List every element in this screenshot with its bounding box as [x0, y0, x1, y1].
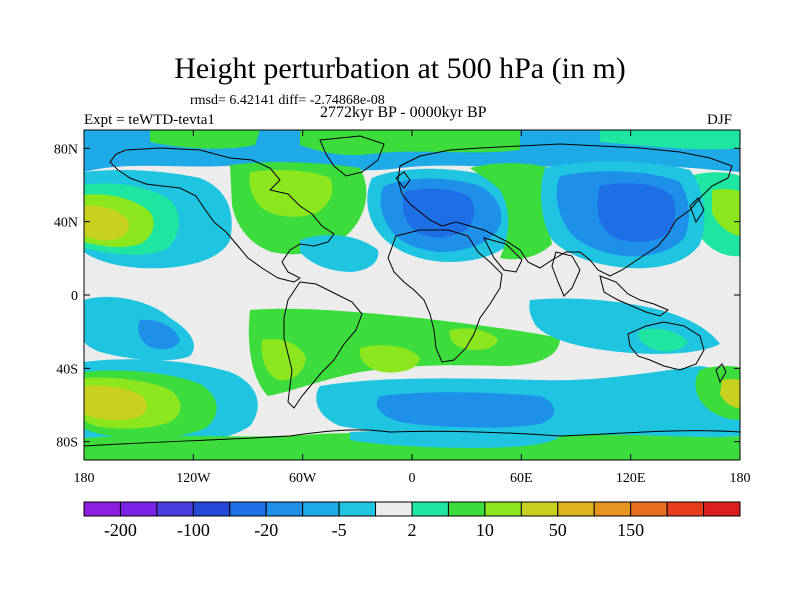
east-asia-yellow [712, 189, 740, 236]
colorbar: -200 -100 -20 -5 2 10 50 150 [83, 501, 741, 540]
colorbar-label-0: -200 [104, 520, 137, 540]
colorbar-label-1: -100 [177, 520, 210, 540]
longitude-axis: 180 120W 60W 0 60E 120E 180 [74, 130, 751, 486]
lon-tick-label-2: 60W [289, 471, 317, 486]
africa-outline [387, 229, 503, 363]
lat-tick-label-1: 40N [54, 216, 78, 231]
colorbar-swatch-8 [375, 501, 413, 517]
colorbar-swatch-12 [520, 501, 559, 517]
lon-tick-label-3: 0 [409, 471, 416, 486]
colorbar-label-2: -20 [254, 520, 278, 540]
north-atlantic-deep-blue [402, 188, 475, 238]
lat-tick-label-0: 80N [54, 142, 78, 157]
season-label: DJF [707, 112, 733, 128]
arctic-green-patch [300, 130, 520, 156]
uk-outline [395, 171, 411, 189]
chart-title: Height perturbation at 500 hPa (in m) [174, 52, 626, 85]
north-pacific-gold [84, 205, 130, 241]
southeast-pacific-gold [720, 379, 740, 408]
colorbar-swatch-15 [630, 501, 668, 517]
colorbar-swatch-11 [484, 501, 522, 517]
experiment-label: Expt = teWTD-tevta1 [84, 112, 215, 128]
tropical-pacific-blue [138, 319, 180, 350]
south-america-outline [283, 281, 363, 409]
southeast-asia-outline [599, 275, 669, 317]
lat-tick-label-3: 40S [56, 362, 78, 377]
stats-subtitle: rmsd= 6.42141 diff= -2.74868e-08 [190, 93, 385, 108]
colorbar-swatch-1 [119, 501, 158, 517]
colorbar-swatch-9 [411, 501, 449, 517]
australia-outline [627, 321, 705, 371]
southern-ocean-blue [376, 392, 555, 428]
colorbar-swatch-2 [156, 501, 194, 517]
colorbar-label-4: 2 [408, 520, 417, 540]
north-america-yellow [249, 170, 333, 217]
colorbar-swatch-13 [557, 501, 595, 517]
arctic-green-patch-east [600, 130, 740, 150]
colorbar-swatch-5 [265, 501, 304, 517]
colorbar-swatch-6 [302, 501, 340, 517]
colorbar-label-5: 10 [476, 520, 494, 540]
lon-tick-label-0: 180 [74, 471, 95, 486]
latitude-axis: 80N 40N 0 40S 80S [54, 142, 740, 451]
eurasia-outline [397, 143, 733, 277]
colorbar-label-7: 150 [617, 520, 644, 540]
contour-field [84, 130, 740, 460]
south-africa-yellow [449, 328, 498, 350]
coastlines [84, 135, 740, 447]
arabia-india-outline [483, 237, 581, 297]
eurasia-green-band [470, 163, 560, 260]
period-label: 2772kyr BP - 0000kyr BP [320, 104, 487, 121]
japan-outline [689, 197, 705, 224]
colorbar-swatch-4 [229, 501, 267, 517]
colorbar-swatch-17 [703, 501, 741, 517]
colorbar-label-6: 50 [549, 520, 567, 540]
south-atlantic-yellow [359, 345, 420, 373]
colorbar-label-3: -5 [332, 520, 347, 540]
lat-tick-label-4: 80S [56, 436, 78, 451]
antarctica-outline [84, 429, 740, 447]
colorbar-swatch-0 [83, 501, 121, 517]
south-pacific-gold [84, 385, 147, 421]
new-zealand-outline [715, 363, 727, 384]
lon-tick-label-1: 120W [176, 471, 211, 486]
north-america-outline [109, 147, 335, 283]
arctic-green-patch-west [150, 130, 260, 149]
south-america-yellow [261, 338, 306, 381]
lon-tick-label-4: 60E [510, 471, 533, 486]
colorbar-swatch-14 [593, 501, 632, 517]
antarctic-band [84, 433, 740, 460]
greenland-outline [319, 135, 385, 177]
australia-green [638, 328, 688, 352]
lat-tick-label-2: 0 [71, 289, 78, 304]
lon-tick-label-5: 120E [616, 471, 646, 486]
antarctic-cyan [350, 429, 560, 448]
colorbar-swatch-7 [338, 501, 377, 517]
lon-tick-label-6: 180 [730, 471, 751, 486]
siberia-deep-blue [597, 183, 676, 242]
colorbar-swatch-3 [192, 501, 231, 517]
colorbar-swatch-16 [666, 501, 705, 517]
colorbar-swatch-10 [447, 501, 486, 517]
